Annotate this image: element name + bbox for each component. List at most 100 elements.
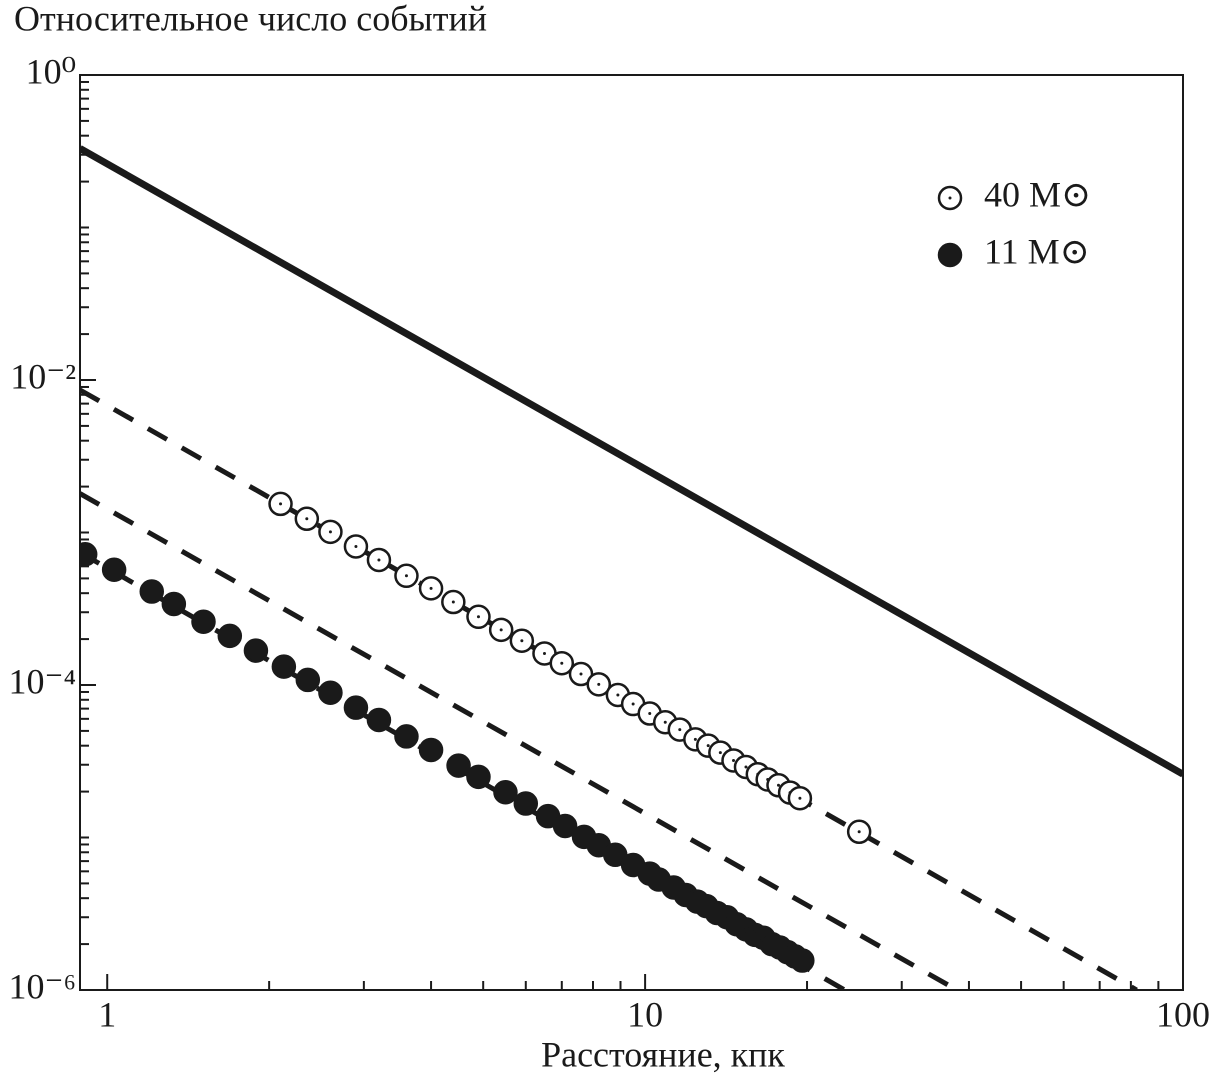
marker-dot [718,751,722,755]
marker-dot [579,672,583,676]
hollow-marker [394,563,419,589]
x-axis-label: Расстояние, кпк [541,1034,785,1074]
filled-marker [366,707,392,733]
marker-dot [305,517,309,521]
marker-dot [377,558,381,562]
marker-circle [161,591,187,617]
marker-circle [139,579,165,604]
marker-circle [552,813,578,839]
marker-dot [597,682,601,686]
x-tick-label: 10 [627,994,663,1034]
hollow-marker [366,547,392,573]
hollow-marker [318,519,343,545]
hollow-marker [586,672,612,697]
marker-dot [451,600,455,604]
legend-marker [937,242,963,268]
marker-circle [466,764,491,790]
filled-marker [243,638,269,663]
marker-dot [279,502,283,506]
marker-dot [648,712,652,716]
marker-dot [693,737,697,741]
hollow-marker [568,661,594,687]
marker-dot [631,702,635,706]
marker-dot [744,765,748,769]
marker-dot [404,574,408,578]
marker-dot [354,544,358,548]
hollow-marker [294,506,320,532]
filled-marker [394,724,419,749]
marker-circle [101,557,127,582]
y-tick-label: 10⁻² [10,356,76,396]
hollow-marker [787,785,813,811]
filled-marker [318,680,343,705]
x-tick-label: 1 [98,994,116,1034]
marker-circle [418,737,444,763]
marker-dot [857,830,861,834]
marker-circle [318,680,343,705]
filled-marker [418,737,444,763]
y-tick-label: 10⁻⁴ [8,661,76,701]
filled-marker [466,764,491,790]
filled-marker [217,623,243,649]
marker-dot [499,628,503,632]
filled-marker [790,948,815,973]
marker-circle [366,707,392,733]
marker-dot [732,758,736,762]
marker-circle [343,695,369,720]
x-tick-label: 100 [1156,994,1210,1034]
filled-marker [343,695,369,720]
marker-circle [446,753,471,778]
filled-marker [161,591,187,617]
hollow-marker [488,617,514,643]
marker-dot [328,530,332,534]
marker-dot [560,661,564,665]
filled-marker [80,542,98,567]
marker-dot [542,651,546,655]
y-tick-label: 10⁻⁶ [8,966,76,1006]
dashed-line [80,491,959,990]
marker-dot [948,196,952,200]
filled-marker [513,791,539,816]
marker-dot [706,744,710,748]
hollow-marker [441,589,466,615]
marker-dot [678,728,682,732]
filled-marker [552,813,578,839]
marker-dot [429,586,433,590]
marker-circle [602,842,628,868]
legend-label: 11 M⊙ [984,231,1090,271]
marker-circle [191,609,216,634]
hollow-marker [268,491,293,517]
y-tick-label: 10⁰ [26,51,76,91]
marker-dot [776,783,780,787]
chart-title: Относительное число событий [14,0,487,38]
marker-dot [520,639,524,643]
marker-dot [798,796,802,800]
marker-circle [243,638,269,663]
filled-marker [295,667,321,693]
marker-circle [493,780,518,805]
filled-marker [493,780,518,805]
marker-circle [937,242,963,268]
hollow-marker [509,628,535,654]
plot-layer [80,145,1183,990]
marker-circle [217,623,243,649]
solid-line [80,145,1183,778]
filled-marker [602,842,628,868]
filled-marker [271,654,297,679]
marker-circle [394,724,419,749]
filled-marker [446,753,471,778]
legend-marker [937,185,963,211]
marker-dot [663,720,667,724]
marker-dot [476,615,480,619]
hollow-marker [418,576,444,601]
marker-circle [513,791,539,816]
dashed-line [80,387,1138,990]
marker-circle [271,654,297,679]
filled-marker [101,557,127,582]
marker-dot [616,693,620,697]
legend-label: 40 M⊙ [984,174,1091,214]
hollow-marker [846,819,872,845]
marker-circle [295,667,321,693]
